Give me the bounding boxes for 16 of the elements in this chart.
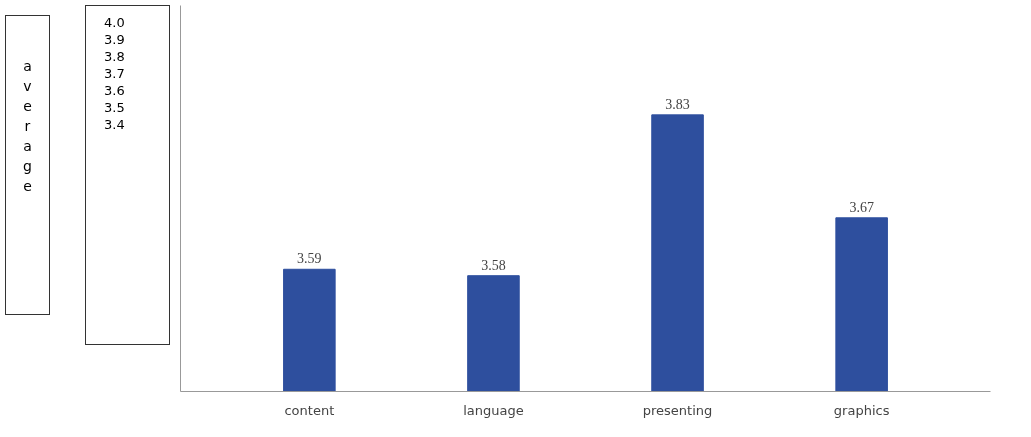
text: 3.8 [104, 49, 125, 64]
text: 3.9 [104, 32, 125, 47]
text: 4.0 [104, 15, 125, 30]
text: 3.6 [104, 83, 125, 98]
data-label: 3.59 [297, 251, 322, 267]
text: 3.7 [104, 66, 125, 81]
text: 3.4 [104, 117, 125, 132]
text: 3.5 [104, 100, 125, 115]
x-tick-label: language [463, 402, 524, 418]
x-tick-label: graphics [833, 402, 890, 418]
data-label: 3.58 [481, 257, 506, 273]
data-label: 3.67 [849, 199, 874, 215]
x-tick-label: content [284, 402, 335, 418]
data-label: 3.83 [665, 96, 690, 112]
x-tick-label: presenting [642, 402, 713, 418]
text: average [23, 57, 32, 196]
